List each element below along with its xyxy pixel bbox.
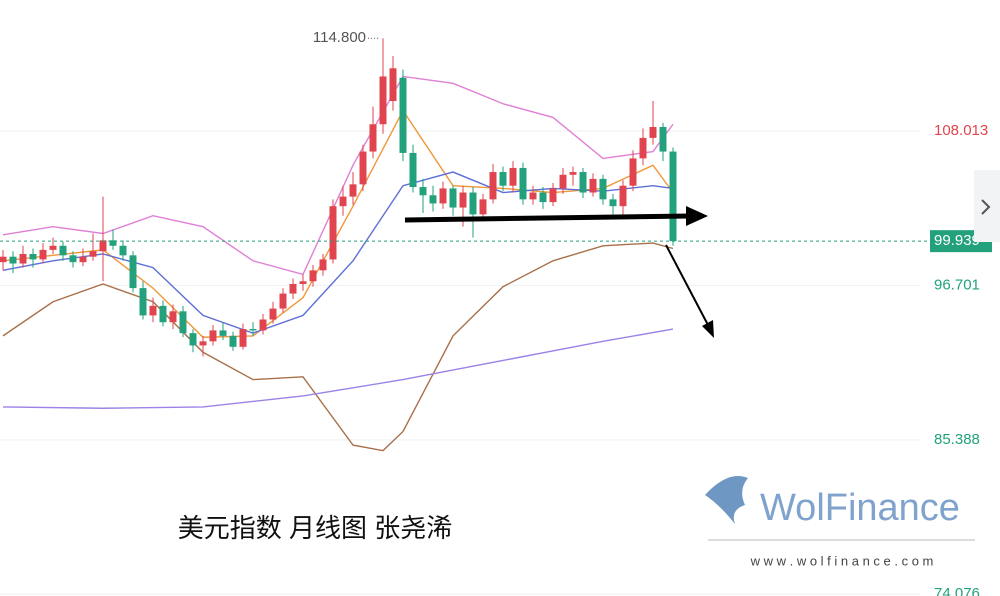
candle-body (429, 195, 437, 204)
candle-body (549, 188, 557, 203)
candle-body (419, 187, 427, 196)
candle-body (99, 240, 107, 252)
candle-body (599, 178, 607, 200)
candle-body (479, 199, 487, 215)
candle-body (149, 305, 157, 316)
candle-body (179, 311, 187, 334)
indicator-line (2, 75, 674, 276)
candle-body (199, 341, 207, 346)
candle-body (59, 245, 67, 256)
y-tick-label: 85.388 (934, 431, 980, 448)
candle-body (399, 77, 407, 153)
candle-body (39, 249, 47, 260)
candle-body (449, 188, 457, 208)
candle-body (339, 196, 347, 207)
candle-body (609, 199, 617, 207)
candle-body (9, 256, 17, 264)
candle-body (579, 172, 587, 193)
watermark: WolFinance (760, 487, 960, 529)
candle-body (489, 172, 497, 200)
y-tick-label: 108.013 (934, 122, 988, 139)
candle-body (329, 206, 337, 260)
candle-body (139, 288, 147, 316)
candle-body (129, 255, 137, 289)
candle-body (189, 333, 197, 346)
y-tick-label: 74.076 (934, 585, 980, 596)
candle-body (369, 124, 377, 152)
candle-body (289, 284, 297, 294)
chart-title: 美元指数 月线图 张尧浠 (178, 513, 452, 543)
candle-body (659, 126, 667, 152)
candle-body (319, 259, 327, 271)
candle-body (499, 172, 507, 186)
last-price-label: 99.939 (934, 232, 980, 249)
watermark-url: w w w . w o l f i n a n c e . c o m (750, 553, 934, 568)
candle-body (389, 68, 397, 102)
candle-body (569, 172, 577, 175)
candle-body (219, 330, 227, 336)
arrow-head (702, 320, 714, 338)
y-tick-label: 96.701 (934, 276, 980, 293)
candle-body (629, 158, 637, 186)
candle-body (509, 167, 517, 186)
candle-body (519, 167, 527, 200)
high-annotation: 114.800 (313, 29, 366, 46)
candle-body (249, 329, 257, 331)
indicator-line (2, 328, 674, 409)
candle-body (439, 188, 447, 204)
candle-body (589, 178, 597, 193)
candle-body (409, 152, 417, 188)
candle-body (469, 192, 477, 215)
candle-body (649, 126, 657, 138)
candles (0, 38, 677, 357)
candle-body (259, 319, 267, 331)
candle-body (119, 245, 127, 256)
candle-body (349, 184, 357, 197)
candle-body (169, 311, 177, 323)
indicator-line (2, 242, 674, 452)
candle-body (49, 245, 57, 250)
candle-body (89, 251, 97, 257)
candle-body (359, 151, 367, 185)
candle-body (669, 151, 677, 242)
trend-arrow (404, 213, 691, 223)
candle-body (279, 293, 287, 309)
candle-body (269, 308, 277, 320)
candle-body (559, 174, 567, 189)
candle-body (229, 335, 237, 347)
candle-body (79, 256, 87, 263)
candle-body (159, 305, 167, 323)
candle-body (619, 185, 627, 207)
candle-body (529, 192, 537, 200)
candle-body (459, 192, 467, 208)
candle-body (69, 255, 77, 263)
candle-body (29, 253, 37, 260)
chevron-icon[interactable] (981, 199, 991, 215)
candle-body (379, 76, 387, 125)
candle-body (639, 137, 647, 159)
arrow-head (686, 206, 708, 226)
candle-body (109, 240, 117, 246)
candle-body (239, 329, 247, 347)
logo-icon (705, 476, 748, 524)
grid (0, 130, 920, 595)
candle-body (539, 192, 547, 203)
candle-body (209, 330, 217, 342)
candle-body (299, 281, 307, 285)
candle-body (309, 270, 317, 282)
down-arrow (665, 244, 709, 326)
candle-body (19, 253, 27, 264)
candle-body (0, 256, 7, 263)
